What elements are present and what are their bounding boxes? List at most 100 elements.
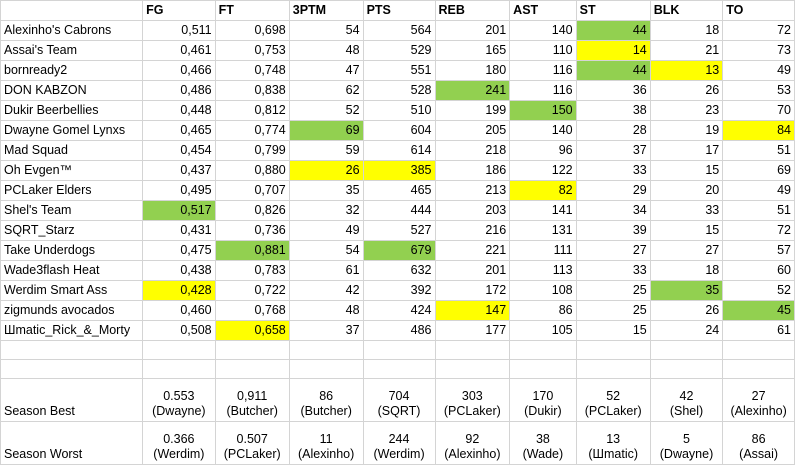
header-cell-ft[interactable]: FT [214, 0, 290, 21]
stat-cell[interactable]: 96 [509, 140, 577, 161]
stat-cell[interactable]: 61 [288, 260, 364, 281]
stat-cell[interactable]: 131 [509, 220, 577, 241]
stat-cell[interactable]: 60 [722, 260, 795, 281]
team-name-cell[interactable]: Oh Evgen™ [0, 160, 144, 181]
stat-cell[interactable]: 54 [288, 240, 364, 261]
summary-cell[interactable]: 27 (Alexinho) [722, 378, 795, 422]
summary-cell[interactable]: 13 (Шmatic) [575, 421, 651, 465]
stat-cell[interactable]: 0,475 [142, 240, 216, 261]
stat-cell[interactable]: 0,812 [214, 100, 290, 121]
stat-cell[interactable]: 0,736 [214, 220, 290, 241]
stat-cell[interactable]: 25 [575, 280, 651, 301]
stat-cell[interactable]: 18 [649, 260, 724, 281]
stat-cell[interactable]: 0,880 [214, 160, 290, 181]
stat-cell[interactable]: 33 [649, 200, 724, 221]
summary-cell[interactable]: 52 (PCLaker) [575, 378, 651, 422]
stat-cell[interactable]: 45 [722, 300, 795, 321]
empty-cell[interactable] [575, 359, 651, 379]
stat-cell[interactable]: 44 [575, 60, 651, 81]
header-cell-pts[interactable]: PTS [362, 0, 436, 21]
stat-cell[interactable]: 15 [575, 320, 651, 341]
stat-cell[interactable]: 111 [509, 240, 577, 261]
summary-cell[interactable]: 86 (Butcher) [288, 378, 364, 422]
stat-cell[interactable]: 604 [362, 120, 436, 141]
stat-cell[interactable]: 84 [722, 120, 795, 141]
stat-cell[interactable]: 51 [722, 200, 795, 221]
summary-cell[interactable]: 704 (SQRT) [362, 378, 436, 422]
stat-cell[interactable]: 27 [575, 240, 651, 261]
stat-cell[interactable]: 0,454 [142, 140, 216, 161]
stat-cell[interactable]: 0,826 [214, 200, 290, 221]
header-cell-3ptm[interactable]: 3PTM [288, 0, 364, 21]
team-name-cell[interactable]: Shel's Team [0, 200, 144, 221]
stat-cell[interactable]: 18 [649, 20, 724, 41]
stat-cell[interactable]: 0,768 [214, 300, 290, 321]
stat-cell[interactable]: 53 [722, 80, 795, 101]
stat-cell[interactable]: 19 [649, 120, 724, 141]
stat-cell[interactable]: 0,748 [214, 60, 290, 81]
header-cell-ast[interactable]: AST [509, 0, 577, 21]
stat-cell[interactable]: 20 [649, 180, 724, 201]
stat-cell[interactable]: 37 [288, 320, 364, 341]
empty-cell[interactable] [509, 340, 577, 360]
stat-cell[interactable]: 564 [362, 20, 436, 41]
stat-cell[interactable]: 54 [288, 20, 364, 41]
stat-cell[interactable]: 205 [434, 120, 511, 141]
stat-cell[interactable]: 0,517 [142, 200, 216, 221]
summary-cell[interactable]: 92 (Alexinho) [434, 421, 511, 465]
stat-cell[interactable]: 42 [288, 280, 364, 301]
stat-cell[interactable]: 61 [722, 320, 795, 341]
stat-cell[interactable]: 0,774 [214, 120, 290, 141]
team-name-cell[interactable]: bornready2 [0, 60, 144, 81]
stat-cell[interactable]: 26 [649, 300, 724, 321]
stat-cell[interactable]: 614 [362, 140, 436, 161]
stat-cell[interactable]: 36 [575, 80, 651, 101]
stat-cell[interactable]: 17 [649, 140, 724, 161]
empty-cell[interactable] [288, 359, 364, 379]
stat-cell[interactable]: 13 [649, 60, 724, 81]
summary-cell[interactable]: 170 (Dukir) [509, 378, 577, 422]
summary-cell[interactable]: 303 (PCLaker) [434, 378, 511, 422]
empty-cell[interactable] [214, 340, 290, 360]
stat-cell[interactable]: 73 [722, 40, 795, 61]
team-name-cell[interactable]: Take Underdogs [0, 240, 144, 261]
stat-cell[interactable]: 52 [722, 280, 795, 301]
stat-cell[interactable]: 529 [362, 40, 436, 61]
empty-cell[interactable] [434, 359, 511, 379]
team-name-cell[interactable]: SQRT_Starz [0, 220, 144, 241]
stat-cell[interactable]: 47 [288, 60, 364, 81]
stat-cell[interactable]: 105 [509, 320, 577, 341]
team-name-cell[interactable]: Werdim Smart Ass [0, 280, 144, 301]
stat-cell[interactable]: 0,508 [142, 320, 216, 341]
empty-cell[interactable] [288, 340, 364, 360]
stat-cell[interactable]: 465 [362, 180, 436, 201]
stat-cell[interactable]: 632 [362, 260, 436, 281]
stat-cell[interactable]: 0,838 [214, 80, 290, 101]
stat-cell[interactable]: 57 [722, 240, 795, 261]
stat-cell[interactable]: 21 [649, 40, 724, 61]
stat-cell[interactable]: 70 [722, 100, 795, 121]
empty-cell[interactable] [722, 359, 795, 379]
stat-cell[interactable]: 25 [575, 300, 651, 321]
team-name-cell[interactable]: Mad Squad [0, 140, 144, 161]
season-best-label[interactable]: Season Best [0, 378, 144, 422]
stat-cell[interactable]: 165 [434, 40, 511, 61]
stat-cell[interactable]: 24 [649, 320, 724, 341]
stat-cell[interactable]: 33 [575, 160, 651, 181]
stat-cell[interactable]: 26 [649, 80, 724, 101]
stat-cell[interactable]: 0,437 [142, 160, 216, 181]
stat-cell[interactable]: 33 [575, 260, 651, 281]
stat-cell[interactable]: 0,486 [142, 80, 216, 101]
stat-cell[interactable]: 49 [722, 60, 795, 81]
empty-cell[interactable] [0, 340, 144, 360]
summary-cell[interactable]: 244 (Werdim) [362, 421, 436, 465]
stat-cell[interactable]: 392 [362, 280, 436, 301]
stat-cell[interactable]: 0,448 [142, 100, 216, 121]
stat-cell[interactable]: 213 [434, 180, 511, 201]
stat-cell[interactable]: 108 [509, 280, 577, 301]
header-cell-st[interactable]: ST [575, 0, 651, 21]
stat-cell[interactable]: 113 [509, 260, 577, 281]
stat-cell[interactable]: 150 [509, 100, 577, 121]
stat-cell[interactable]: 0,461 [142, 40, 216, 61]
stat-cell[interactable]: 0,465 [142, 120, 216, 141]
